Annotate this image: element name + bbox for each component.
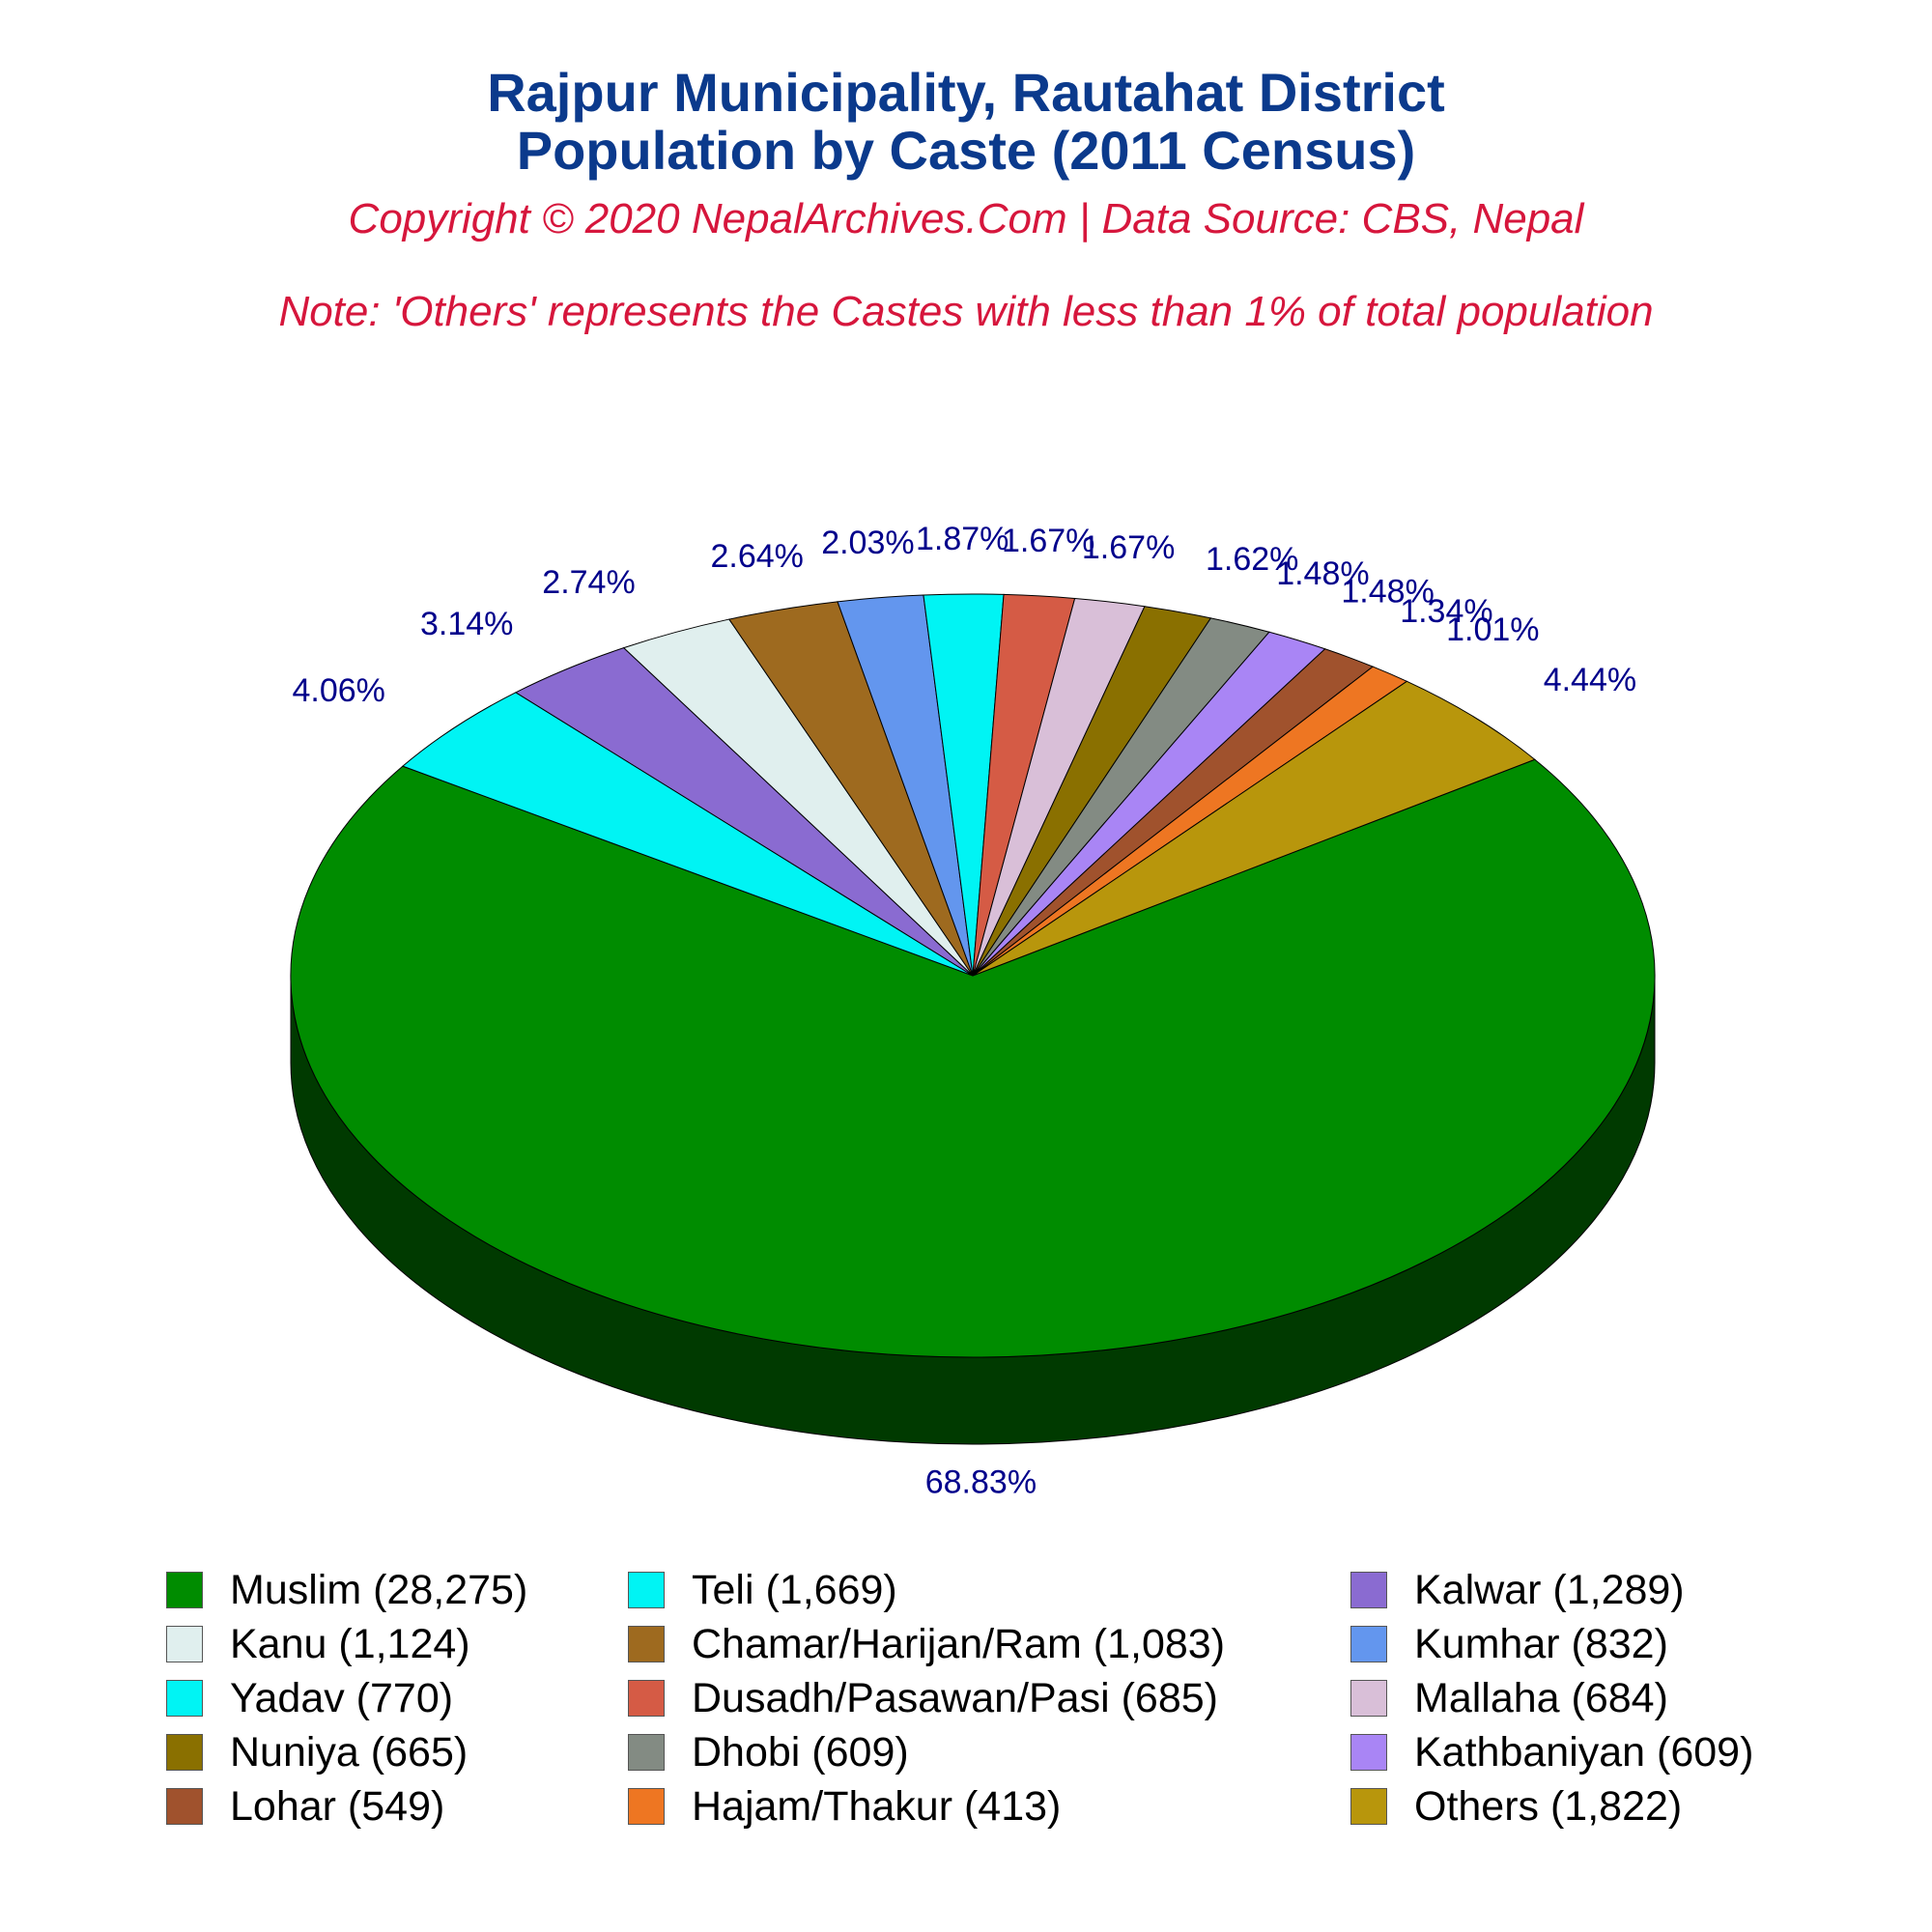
percent-label-others: 4.44% [1544, 662, 1636, 698]
legend-swatch [1350, 1626, 1387, 1662]
legend-label: Kanu (1,124) [230, 1620, 470, 1667]
percent-label-chamar-harijan-ram: 2.64% [710, 538, 803, 575]
legend-swatch [628, 1734, 665, 1771]
note-text: Note: 'Others' represents the Castes wit… [278, 288, 1654, 335]
percent-label-nuniya: 1.62% [1206, 541, 1298, 578]
legend-swatch [628, 1680, 665, 1717]
legend-swatch [628, 1572, 665, 1608]
legend-label: Nuniya (665) [230, 1728, 469, 1776]
legend-label: Kalwar (1,289) [1414, 1566, 1685, 1613]
percent-label-kanu: 2.74% [542, 564, 635, 601]
legend-item-teli: Teli (1,669) [628, 1563, 897, 1617]
legend-item-nuniya: Nuniya (665) [166, 1725, 468, 1779]
legend-swatch [1350, 1572, 1387, 1608]
percent-label-yadav: 1.87% [916, 521, 1009, 557]
legend-label: Dhobi (609) [692, 1728, 909, 1776]
legend-item-chamar-harijan-ram: Chamar/Harijan/Ram (1,083) [628, 1617, 1225, 1671]
percent-label-mallaha: 1.67% [1082, 529, 1175, 566]
legend-label: Mallaha (684) [1414, 1674, 1668, 1721]
legend-label: Others (1,822) [1414, 1782, 1683, 1830]
copyright-text: Copyright © 2020 NepalArchives.Com | Dat… [348, 195, 1584, 242]
legend-item-dusadh-pasawan-pasi: Dusadh/Pasawan/Pasi (685) [628, 1671, 1218, 1725]
legend-label: Dusadh/Pasawan/Pasi (685) [692, 1674, 1218, 1721]
legend-item-others: Others (1,822) [1350, 1779, 1682, 1833]
legend-label: Kumhar (832) [1414, 1620, 1668, 1667]
percent-label-teli: 4.06% [292, 672, 384, 709]
legend-swatch [166, 1572, 203, 1608]
percent-label-kumhar: 2.03% [821, 525, 914, 561]
legend-label: Teli (1,669) [692, 1566, 897, 1613]
legend-label: Hajam/Thakur (413) [692, 1782, 1062, 1830]
legend-swatch [166, 1788, 203, 1825]
legend-item-kumhar: Kumhar (832) [1350, 1617, 1668, 1671]
legend-item-hajam-thakur: Hajam/Thakur (413) [628, 1779, 1061, 1833]
legend-item-kalwar: Kalwar (1,289) [1350, 1563, 1685, 1617]
legend-label: Chamar/Harijan/Ram (1,083) [692, 1620, 1226, 1667]
legend-item-kathbaniyan: Kathbaniyan (609) [1350, 1725, 1753, 1779]
legend: Muslim (28,275) Teli (1,669) Kalwar (1,289… [0, 1563, 1932, 1833]
percent-label-hajam-thakur: 1.01% [1446, 611, 1539, 648]
legend-swatch [166, 1626, 203, 1662]
percent-label-dusadh-pasawan-pasi: 1.67% [1002, 523, 1094, 559]
legend-label: Muslim (28,275) [230, 1566, 528, 1613]
legend-label: Kathbaniyan (609) [1414, 1728, 1754, 1776]
legend-swatch [628, 1626, 665, 1662]
percent-label-dhobi: 1.48% [1276, 555, 1369, 592]
pie-slice-muslim [290, 758, 1656, 1358]
legend-item-lohar: Lohar (549) [166, 1779, 444, 1833]
chart-title-line2: Population by Caste (2011 Census) [516, 120, 1416, 181]
pie-tops [290, 593, 1656, 1358]
legend-swatch [166, 1734, 203, 1771]
legend-item-dhobi: Dhobi (609) [628, 1725, 909, 1779]
percent-label-muslim: 68.83% [925, 1463, 1037, 1500]
pie-slice-teli [401, 692, 974, 977]
legend-swatch [166, 1680, 203, 1717]
legend-item-muslim: Muslim (28,275) [166, 1563, 527, 1617]
legend-item-yadav: Yadav (770) [166, 1671, 453, 1725]
legend-label: Lohar (549) [230, 1782, 445, 1830]
percent-label-lohar: 1.34% [1400, 593, 1492, 630]
pie-labels: 68.83%4.06%3.14%2.74%2.64% 2.03% 1.87%1.67… [292, 521, 1636, 1501]
pie-chart: 68.83%4.06%3.14%2.74%2.64% 2.03% 1.87%1.67… [290, 521, 1656, 1501]
chart-title-line1: Rajpur Municipality, Rautahat District [487, 62, 1445, 123]
legend-swatch [1350, 1680, 1387, 1717]
pie-slice-others [972, 680, 1536, 977]
legend-swatch [1350, 1788, 1387, 1825]
legend-label: Yadav (770) [230, 1674, 454, 1721]
legend-swatch [628, 1788, 665, 1825]
percent-label-kalwar: 3.14% [420, 606, 513, 642]
legend-swatch [1350, 1734, 1387, 1771]
legend-item-mallaha: Mallaha (684) [1350, 1671, 1668, 1725]
percent-label-kathbaniyan: 1.48% [1341, 573, 1434, 610]
legend-item-kanu: Kanu (1,124) [166, 1617, 470, 1671]
